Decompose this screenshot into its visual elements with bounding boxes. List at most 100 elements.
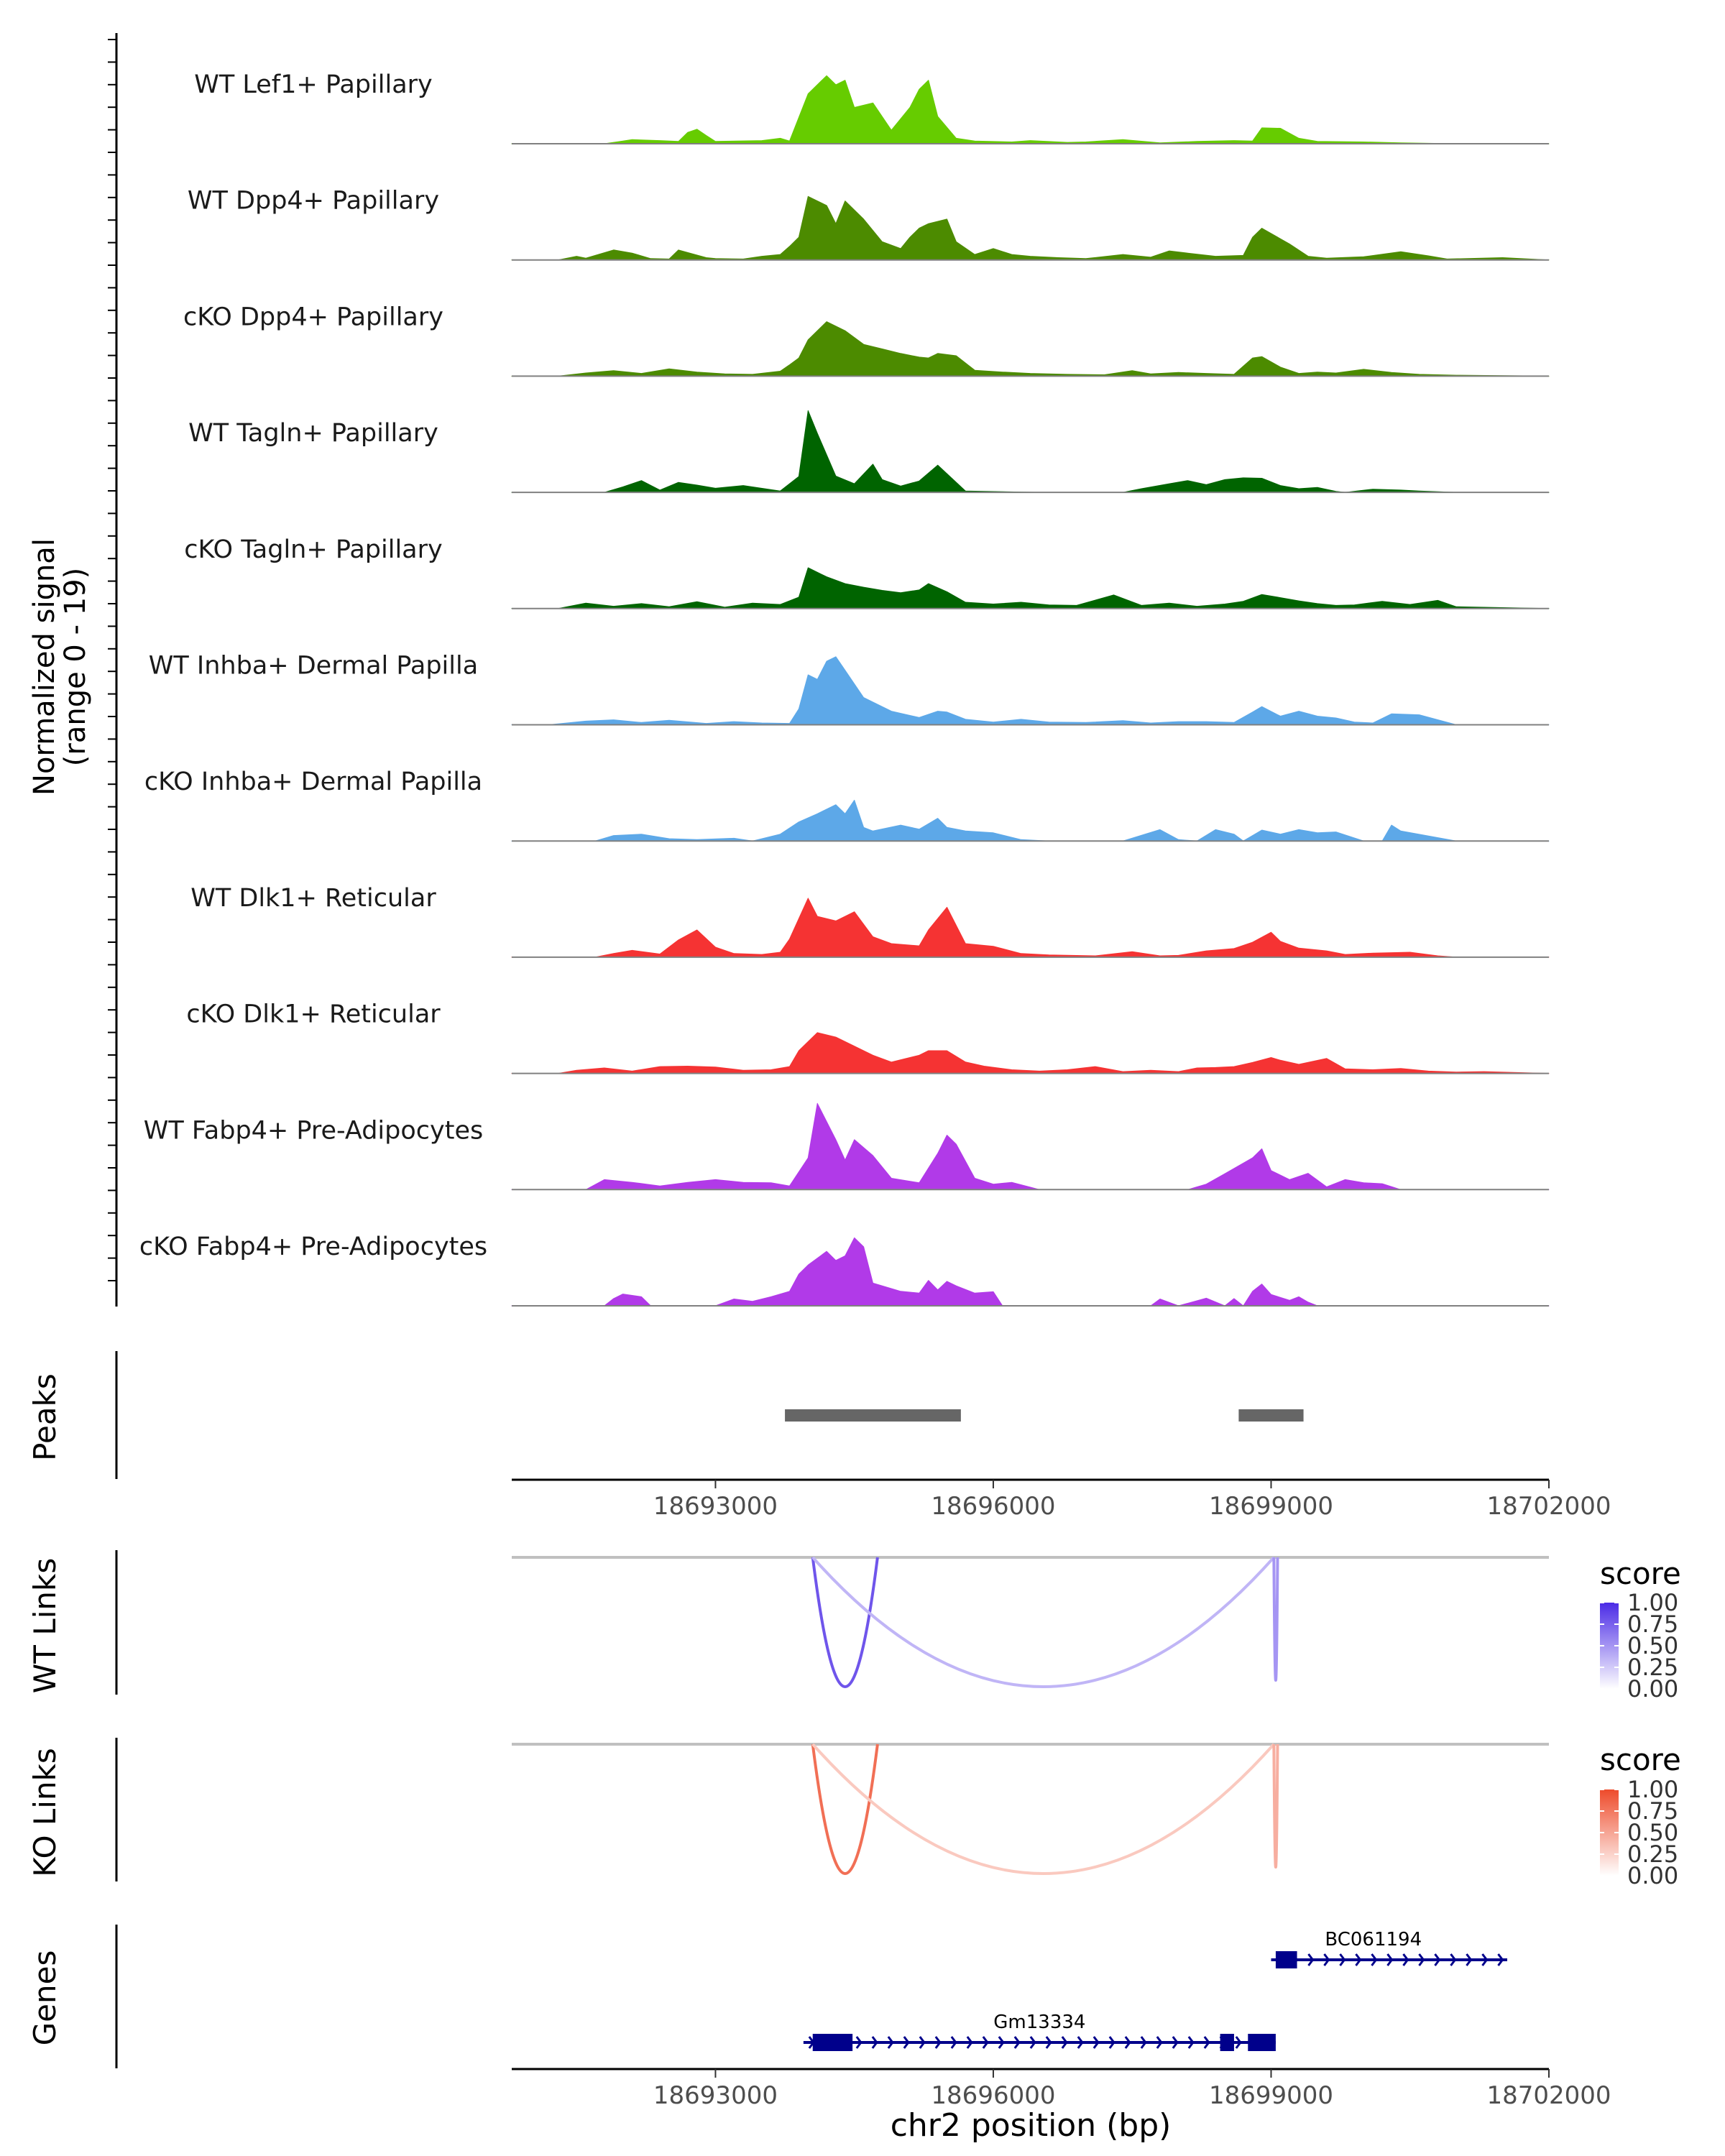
track-wt-fabp4-pre-adipocytes: WT Fabp4+ Pre-Adipocytes: [144, 1102, 1550, 1191]
coverage-area: [511, 75, 1550, 144]
track-cko-dpp4-papillary: cKO Dpp4+ Papillary: [183, 303, 1550, 377]
genes-track: BC061194 Gm13334: [803, 1929, 1508, 2051]
coverage-area: [511, 567, 1550, 609]
strand-arrow-icon: [1434, 1953, 1441, 1966]
wt-links-track: [512, 1556, 1549, 1688]
strand-arrow-icon: [998, 2036, 1005, 2049]
track-label: cKO Fabp4+ Pre-Adipocytes: [139, 1233, 487, 1261]
strand-arrow-icon: [1124, 2036, 1131, 2049]
strand-arrow-icon: [1156, 2036, 1163, 2049]
coverage-area: [511, 799, 1550, 842]
coverage-area: [511, 1237, 1550, 1307]
track-wt-dlk1-reticular: WT Dlk1+ Reticular: [190, 884, 1550, 958]
gene-bc061194: BC061194: [1271, 1929, 1508, 1968]
strand-arrow-icon: [1029, 2036, 1036, 2049]
ko-legend-tick-label: 0.75: [1627, 1797, 1678, 1825]
coverage-tracks: WT Lef1+ Papillary WT Dpp4+ Papillary cKO …: [139, 70, 1550, 1307]
strand-arrow-icon: [1307, 1953, 1315, 1966]
track-wt-inhba-dermal-papilla: WT Inhba+ Dermal Papilla: [149, 652, 1550, 726]
signal-axis-range-label: (range 0 - 19): [59, 568, 92, 766]
link-arc: [1272, 1743, 1279, 1869]
strand-arrow-icon: [1371, 1953, 1378, 1966]
track-label: WT Inhba+ Dermal Papilla: [149, 652, 478, 681]
genes-x-axis: 18693000 18696000 18699000 18702000: [653, 2069, 1611, 2110]
coverage-area: [511, 1102, 1550, 1190]
strand-arrow-icon: [934, 2036, 942, 2049]
x-axis-title: chr2 position (bp): [891, 2107, 1172, 2144]
strand-arrow-icon: [1450, 1953, 1457, 1966]
gene-gm13334: Gm13334: [803, 2012, 1276, 2051]
coverage-area: [511, 321, 1550, 377]
peaks-track: [785, 1409, 1304, 1422]
gene-exon: [1220, 2034, 1234, 2051]
gene-exon: [1248, 2034, 1276, 2051]
track-label: cKO Dlk1+ Reticular: [186, 1000, 441, 1029]
track-wt-tagln-papillary: WT Tagln+ Papillary: [188, 410, 1550, 494]
link-arc: [811, 1556, 1275, 1688]
track-label: cKO Dpp4+ Papillary: [183, 303, 443, 331]
strand-arrow-icon: [982, 2036, 989, 2049]
link-arc: [811, 1743, 1275, 1875]
wt-legend-tick-label: 0.25: [1627, 1654, 1678, 1681]
ko-legend-title: score: [1600, 1742, 1681, 1777]
wt-legend-ticks: 1.000.750.500.250.00: [1600, 1589, 1678, 1703]
strand-arrow-icon: [1323, 1953, 1330, 1966]
track-cko-dlk1-reticular: cKO Dlk1+ Reticular: [186, 1000, 1550, 1074]
strand-arrow-icon: [1013, 2036, 1021, 2049]
peaks-x-axis-tick-label: 18693000: [653, 1492, 778, 1521]
peaks-axis-label: Peaks: [27, 1373, 63, 1461]
track-cko-tagln-papillary: cKO Tagln+ Papillary: [184, 535, 1550, 609]
coverage-area: [511, 195, 1550, 261]
strand-arrow-icon: [903, 2036, 910, 2049]
track-wt-lef1-papillary: WT Lef1+ Papillary: [194, 70, 1550, 144]
genes-x-axis-tick-label: 18702000: [1486, 2081, 1611, 2110]
ko-links-axis-label: KO Links: [27, 1748, 63, 1877]
strand-arrow-icon: [1203, 2036, 1210, 2049]
ko-legend-tick-label: 0.00: [1627, 1862, 1678, 1889]
strand-arrow-icon: [1355, 1953, 1362, 1966]
strand-arrow-icon: [966, 2036, 973, 2049]
ko-legend-ticks: 1.000.750.500.250.00: [1600, 1776, 1678, 1889]
strand-arrow-icon: [1418, 1953, 1425, 1966]
genes-x-axis-tick-label: 18699000: [1209, 2081, 1333, 2110]
peak-region: [1238, 1409, 1304, 1422]
wt-legend-title: score: [1600, 1556, 1681, 1591]
track-cko-fabp4-pre-adipocytes: cKO Fabp4+ Pre-Adipocytes: [139, 1233, 1550, 1307]
genes-axis-label: Genes: [27, 1950, 63, 2046]
track-wt-dpp4-papillary: WT Dpp4+ Papillary: [188, 187, 1550, 261]
wt-links-legend: score 1.000.750.500.250.00: [1600, 1556, 1681, 1703]
strand-arrow-icon: [1172, 2036, 1179, 2049]
signal-axis-label: Normalized signal: [28, 538, 61, 796]
strand-arrow-icon: [1077, 2036, 1084, 2049]
strand-arrow-icon: [1045, 2036, 1052, 2049]
wt-legend-tick-label: 0.50: [1627, 1632, 1678, 1659]
wt-legend-tick-label: 1.00: [1627, 1589, 1678, 1616]
wt-legend-tick-label: 0.00: [1627, 1675, 1678, 1703]
strand-arrow-icon: [950, 2036, 957, 2049]
track-label: WT Tagln+ Papillary: [188, 419, 438, 448]
link-arc: [1272, 1557, 1279, 1682]
strand-arrow-icon: [1402, 1953, 1409, 1966]
strand-arrow-icon: [1108, 2036, 1116, 2049]
track-label: WT Dlk1+ Reticular: [190, 884, 436, 913]
ko-links-legend: score 1.000.750.500.250.00: [1600, 1742, 1681, 1889]
track-label: cKO Inhba+ Dermal Papilla: [144, 768, 482, 796]
track-label: cKO Tagln+ Papillary: [184, 535, 443, 564]
coverage-area: [511, 1032, 1550, 1074]
peaks-x-axis-tick-label: 18699000: [1209, 1492, 1333, 1521]
strand-arrow-icon: [1187, 2036, 1195, 2049]
strand-arrow-icon: [1497, 1953, 1504, 1966]
gene-name: BC061194: [1325, 1929, 1422, 1950]
peaks-x-axis: 18693000 18696000 18699000 18702000: [653, 1480, 1611, 1521]
strand-arrow-icon: [919, 2036, 926, 2049]
genes-x-axis-tick-label: 18693000: [653, 2081, 778, 2110]
coverage-area: [511, 898, 1550, 958]
strand-arrow-icon: [1386, 1953, 1394, 1966]
track-label: WT Lef1+ Papillary: [194, 70, 433, 99]
ko-legend-tick-label: 0.25: [1627, 1841, 1678, 1868]
genes-x-axis-tick-label: 18696000: [931, 2081, 1055, 2110]
links-tracks: [512, 1556, 1549, 1875]
track-label: WT Fabp4+ Pre-Adipocytes: [144, 1116, 483, 1145]
gene-exon: [1275, 1951, 1297, 1968]
